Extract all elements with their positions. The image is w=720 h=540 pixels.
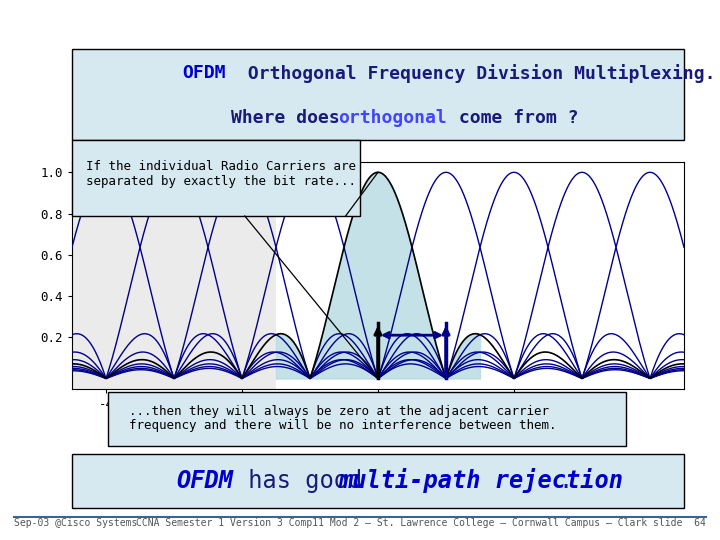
FancyBboxPatch shape bbox=[108, 392, 626, 446]
FancyBboxPatch shape bbox=[72, 49, 684, 140]
Bar bbox=[72, 152, 276, 389]
Text: come from ?: come from ? bbox=[449, 110, 579, 127]
Text: OFDM: OFDM bbox=[176, 469, 233, 492]
Text: ...then they will always be zero at the adjacent carrier
frequency and there wil: ...then they will always be zero at the … bbox=[129, 404, 557, 433]
Text: Where does: Where does bbox=[231, 110, 351, 127]
Text: If the individual Radio Carriers are
separated by exactly the bit rate...: If the individual Radio Carriers are sep… bbox=[86, 160, 356, 188]
Text: has good: has good bbox=[234, 469, 377, 492]
FancyBboxPatch shape bbox=[72, 454, 684, 508]
Text: .: . bbox=[559, 469, 573, 492]
Text: Sep-03 @Cisco Systems: Sep-03 @Cisco Systems bbox=[14, 518, 138, 528]
Text: CCNA Semester 1 Version 3 Comp11 Mod 2 – St. Lawrence College – Cornwall Campus : CCNA Semester 1 Version 3 Comp11 Mod 2 –… bbox=[136, 518, 706, 528]
Text: orthogonal: orthogonal bbox=[338, 110, 447, 127]
FancyBboxPatch shape bbox=[72, 140, 360, 216]
Text: multi-path rejection: multi-path rejection bbox=[338, 468, 624, 493]
Text: OFDM: OFDM bbox=[182, 64, 225, 83]
Text: Orthogonal Frequency Division Multiplexing.: Orthogonal Frequency Division Multiplexi… bbox=[238, 64, 716, 83]
